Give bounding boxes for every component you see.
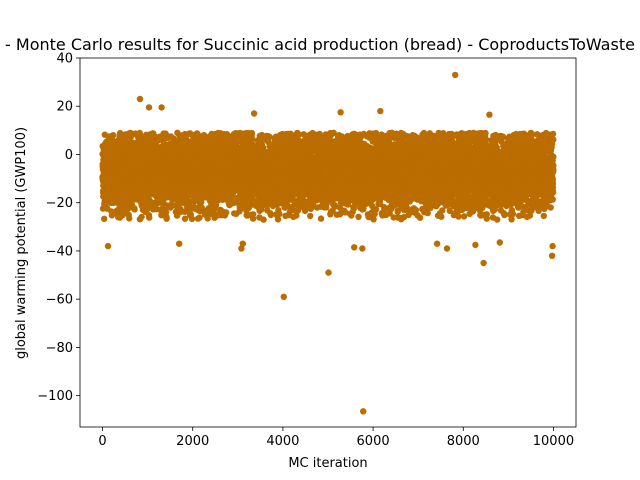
data-point — [274, 216, 282, 223]
data-point — [248, 129, 256, 137]
data-point — [276, 210, 283, 218]
chart-title: - Monte Carlo results for Succinic acid … — [5, 35, 635, 54]
data-points — [99, 71, 557, 415]
data-point — [138, 213, 145, 221]
data-point — [110, 132, 117, 139]
data-point — [126, 215, 133, 222]
data-point — [163, 215, 170, 222]
data-point — [101, 215, 108, 222]
data-point — [250, 211, 257, 218]
data-point — [196, 214, 203, 221]
data-point — [131, 206, 138, 213]
data-point — [188, 215, 196, 222]
data-point — [260, 216, 267, 223]
data-point — [307, 212, 314, 220]
data-point — [317, 215, 325, 222]
data-point — [223, 209, 230, 216]
data-point — [146, 214, 153, 221]
